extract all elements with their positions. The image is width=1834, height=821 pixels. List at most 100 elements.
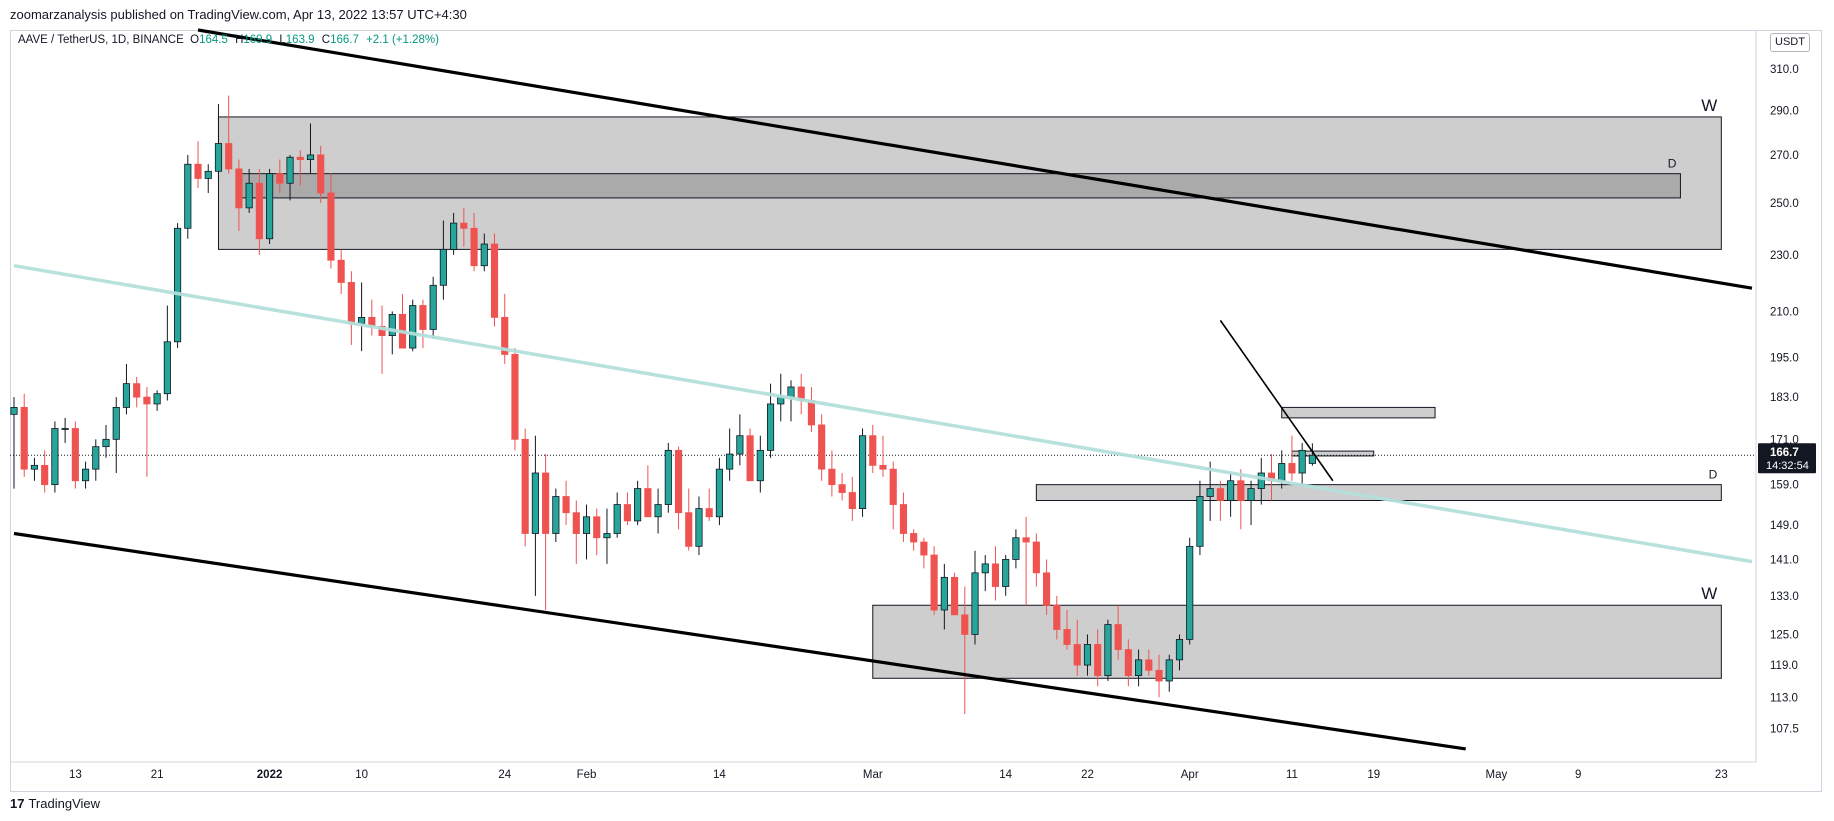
close-value: 166.7 [330,34,359,46]
last-price-tag [1758,443,1816,474]
candle-body [940,576,948,611]
candle-body [1083,644,1092,666]
candle-body [613,504,621,534]
change-value: +2.1 (+1.28%) [366,34,439,46]
price-tick-label: 149.0 [1770,520,1799,532]
candle-body [1216,488,1224,501]
candle-body [1298,449,1306,474]
candle-body [828,468,836,486]
candle-body [726,453,734,470]
candle-body [1094,644,1102,677]
candle-body [736,435,744,455]
candle-body [807,400,816,426]
candle-body [10,406,18,415]
candle-body [409,305,417,349]
candle-body [133,383,141,398]
candle-body [143,396,151,405]
price-tick-label: 250.0 [1770,198,1799,210]
candle-body [163,341,171,395]
candle-body [61,428,69,430]
candle-body [685,512,693,547]
time-tick-label: May [1486,769,1508,781]
candle-body [961,614,969,635]
candle-body [1247,488,1255,501]
candle-body [1012,537,1020,560]
candle-body [950,576,959,616]
candle-body [1114,624,1122,650]
open-value: 164.5 [199,34,228,46]
price-tick-label: 270.0 [1770,150,1799,162]
zone-box [1281,406,1436,419]
candle-body [102,438,110,448]
close-label: C [321,34,331,46]
candle-body [1002,559,1010,587]
candle-body [81,468,90,482]
candle-body [1186,545,1194,640]
candle-body [235,168,243,209]
price-tick-label: 125.0 [1770,629,1799,641]
candle-body [981,563,989,574]
price-tick-label: 119.0 [1770,660,1798,672]
candle-body [71,428,79,482]
candle-body [869,435,877,466]
candle-body [1257,472,1265,489]
candle-body [674,449,683,514]
candle-body [1053,604,1061,630]
candle-body [388,313,396,337]
high-label: H [235,34,244,46]
candle-body [1165,659,1173,682]
candle-body [705,508,713,518]
candle-body [879,464,887,470]
price-tick-label: 230.0 [1770,250,1799,262]
candle-body [245,182,253,209]
time-tick-label: Feb [577,769,597,781]
candle-body [787,386,795,398]
candle-body [1196,496,1204,547]
candle-body [266,173,274,240]
candle-body [276,173,284,184]
price-tick-label: 310.0 [1770,64,1799,76]
low-value: 163.9 [285,34,315,46]
candle-body [480,243,488,267]
candle-body [225,143,233,170]
time-tick-label: 13 [69,769,82,781]
candle-body [1237,480,1245,501]
candle-body [1043,572,1051,606]
time-tick-label: 21 [151,769,164,781]
candle-body [971,572,979,635]
candle-body [654,504,662,518]
candle-body [306,154,315,160]
candle-body [214,143,223,172]
time-tick-label: 14 [713,769,726,781]
candle-body [511,353,519,440]
zone-label: W [1701,96,1717,115]
candle-body [1104,624,1112,677]
open-label: O [190,34,200,46]
candle-body [327,192,335,261]
footer-brand: 17 TradingView [10,796,100,814]
candle-body [501,316,509,355]
candle-body [623,504,631,522]
candle-body [1227,480,1235,501]
candle-body [531,472,539,534]
candle-body [255,182,263,240]
currency-button[interactable]: USDT [1770,33,1810,52]
teal-trendline [13,263,1753,564]
time-tick-label: Mar [863,769,883,781]
candle-body [1288,463,1296,474]
price-tick-label: 141.0 [1770,554,1799,566]
candle-body [1032,541,1040,574]
symbol-legend: AAVE / TetherUS, 1D, BINANCE O164.5 H169… [18,34,439,46]
candle-body [1155,669,1163,682]
candle-body [838,484,846,493]
candle-body [1063,629,1071,645]
price-tick-label: 133.0 [1770,591,1799,603]
brand-name[interactable]: TradingView [28,796,101,811]
candle-body [122,383,131,408]
candle-body [899,504,908,534]
candle-body [174,227,182,343]
symbol-title[interactable]: AAVE / TetherUS, 1D, BINANCE [18,34,184,46]
candle-body [439,248,447,286]
candle-body [603,533,611,539]
